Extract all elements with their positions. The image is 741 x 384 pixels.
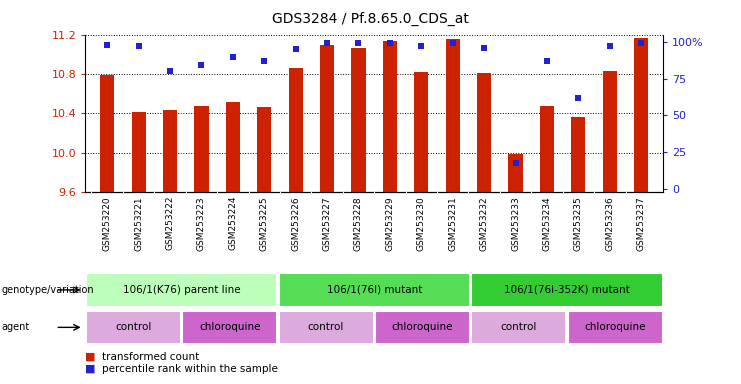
- Text: chloroquine: chloroquine: [199, 322, 260, 333]
- Text: GSM253233: GSM253233: [511, 196, 520, 251]
- Bar: [568, 311, 662, 344]
- Text: GSM253234: GSM253234: [542, 196, 551, 251]
- Bar: [279, 311, 373, 344]
- Bar: [445, 40, 460, 192]
- Text: GSM253235: GSM253235: [574, 196, 583, 251]
- Text: control: control: [308, 322, 345, 333]
- Text: control: control: [500, 322, 537, 333]
- Text: chloroquine: chloroquine: [392, 322, 453, 333]
- Bar: [279, 273, 470, 307]
- Bar: [163, 110, 177, 192]
- Text: percentile rank within the sample: percentile rank within the sample: [102, 364, 277, 374]
- Text: genotype/variation: genotype/variation: [1, 285, 94, 295]
- Bar: [320, 45, 334, 192]
- Bar: [571, 117, 585, 192]
- Bar: [100, 75, 114, 192]
- Text: transformed count: transformed count: [102, 352, 199, 362]
- Text: GSM253221: GSM253221: [134, 196, 143, 251]
- Text: GSM253225: GSM253225: [260, 196, 269, 251]
- Text: 106/1(76I-352K) mutant: 106/1(76I-352K) mutant: [504, 285, 630, 295]
- Text: GSM253224: GSM253224: [228, 196, 237, 250]
- Bar: [414, 72, 428, 192]
- Text: GSM253229: GSM253229: [385, 196, 394, 251]
- Text: GDS3284 / Pf.8.65.0_CDS_at: GDS3284 / Pf.8.65.0_CDS_at: [272, 12, 469, 26]
- Text: agent: agent: [1, 322, 30, 333]
- Bar: [602, 71, 617, 192]
- Text: GSM253232: GSM253232: [479, 196, 488, 251]
- Bar: [508, 154, 522, 192]
- Text: GSM253220: GSM253220: [103, 196, 112, 251]
- Text: GSM253237: GSM253237: [637, 196, 645, 251]
- Bar: [86, 311, 181, 344]
- Bar: [471, 311, 566, 344]
- Text: GSM253236: GSM253236: [605, 196, 614, 251]
- Text: control: control: [115, 322, 152, 333]
- Bar: [288, 68, 303, 192]
- Bar: [194, 106, 208, 192]
- Text: GSM253227: GSM253227: [322, 196, 331, 251]
- Text: chloroquine: chloroquine: [585, 322, 645, 333]
- Bar: [351, 48, 365, 192]
- Bar: [182, 311, 277, 344]
- Text: GSM253222: GSM253222: [165, 196, 175, 250]
- Bar: [86, 273, 277, 307]
- Bar: [226, 103, 240, 192]
- Bar: [634, 38, 648, 192]
- Bar: [540, 106, 554, 192]
- Bar: [383, 41, 397, 192]
- Text: ■: ■: [85, 352, 96, 362]
- Bar: [257, 108, 271, 192]
- Text: ■: ■: [85, 364, 96, 374]
- Text: GSM253231: GSM253231: [448, 196, 457, 251]
- Text: GSM253230: GSM253230: [417, 196, 426, 251]
- Text: 106/1(K76) parent line: 106/1(K76) parent line: [123, 285, 240, 295]
- Text: 106/1(76I) mutant: 106/1(76I) mutant: [327, 285, 422, 295]
- Text: GSM253228: GSM253228: [354, 196, 363, 251]
- Bar: [471, 273, 662, 307]
- Bar: [375, 311, 470, 344]
- Text: GSM253223: GSM253223: [197, 196, 206, 251]
- Bar: [477, 73, 491, 192]
- Bar: [132, 112, 146, 192]
- Text: GSM253226: GSM253226: [291, 196, 300, 251]
